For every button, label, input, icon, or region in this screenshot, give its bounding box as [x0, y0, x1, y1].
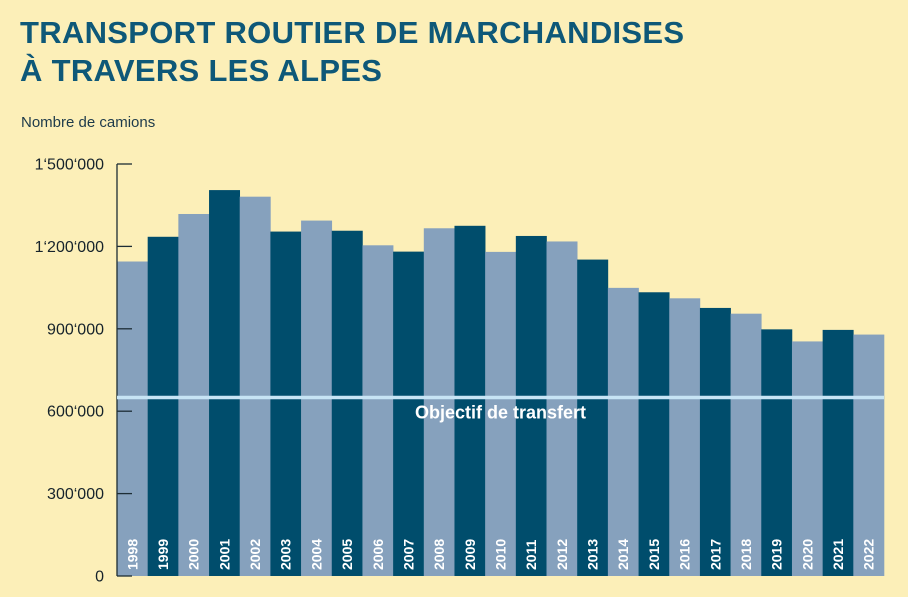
year-label-2004: 2004 — [308, 539, 324, 570]
bar-2019 — [761, 329, 793, 576]
bar-2020 — [791, 341, 823, 576]
bar-2012 — [546, 241, 578, 576]
year-label-2014: 2014 — [615, 539, 631, 570]
bar-2002 — [239, 196, 271, 576]
year-label-2006: 2006 — [370, 539, 386, 570]
bar-2010 — [485, 251, 517, 576]
bar-2006 — [362, 245, 394, 577]
bar-2022 — [853, 334, 885, 576]
year-label-2021: 2021 — [830, 539, 846, 570]
year-label-2010: 2010 — [493, 539, 509, 570]
bar-2003 — [270, 231, 302, 576]
year-label-2016: 2016 — [677, 539, 693, 570]
y-tick-label-300000: 300‘000 — [47, 486, 104, 503]
year-label-2013: 2013 — [585, 539, 601, 570]
bar-2018 — [730, 313, 762, 576]
bar-1998 — [117, 261, 148, 576]
year-label-2019: 2019 — [769, 539, 785, 570]
bar-2000 — [178, 213, 210, 577]
year-label-2005: 2005 — [339, 539, 355, 570]
bar-2009 — [454, 225, 486, 577]
year-label-2003: 2003 — [278, 539, 294, 570]
year-label-2011: 2011 — [523, 539, 539, 570]
chart-title: TRANSPORT ROUTIER DE MARCHANDISES À TRAV… — [20, 14, 684, 90]
year-label-2018: 2018 — [738, 539, 754, 570]
y-tick-label-0: 0 — [95, 569, 104, 586]
year-label-2020: 2020 — [799, 539, 815, 570]
year-label-2012: 2012 — [554, 539, 570, 570]
y-axis-label: Nombre de camions — [21, 114, 156, 131]
bar-1999 — [147, 236, 179, 577]
bar-2017 — [699, 307, 731, 576]
year-label-2009: 2009 — [462, 539, 478, 570]
year-label-2007: 2007 — [400, 539, 416, 570]
year-labels-group: 1998 1999 2000 2001 2002 2003 2004 2005 2006 2007… — [124, 539, 876, 570]
year-label-2001: 2001 — [216, 539, 232, 570]
bar-2014 — [607, 287, 639, 576]
y-tick-label-1200000: 1‘200‘000 — [35, 239, 105, 256]
year-label-1998: 1998 — [124, 539, 140, 570]
y-tick-label-600000: 600‘000 — [47, 404, 104, 421]
bar-2007 — [393, 251, 425, 576]
year-label-2000: 2000 — [186, 539, 202, 570]
bar-2015 — [638, 292, 670, 576]
bar-2001 — [209, 190, 241, 576]
target-group: Objectif de transfert — [117, 395, 884, 422]
year-label-2002: 2002 — [247, 539, 263, 570]
year-label-2008: 2008 — [431, 539, 447, 570]
bars-group — [117, 190, 885, 577]
y-tick-label-1500000: 1‘500‘000 — [35, 157, 105, 174]
year-label-2022: 2022 — [861, 539, 877, 570]
bar-2013 — [577, 259, 609, 576]
chart-title-line-2: À TRAVERS LES ALPES — [20, 53, 383, 88]
year-label-2017: 2017 — [707, 539, 723, 570]
y-axis: 0 300‘000 600‘000 900‘000 1‘200‘000 1‘500‘000 — [35, 157, 132, 586]
bar-2008 — [423, 228, 455, 576]
year-label-2015: 2015 — [646, 539, 662, 570]
bar-2021 — [822, 329, 854, 576]
target-label: Objectif de transfert — [415, 402, 586, 422]
year-label-1999: 1999 — [155, 539, 171, 570]
chart-title-line-1: TRANSPORT ROUTIER DE MARCHANDISES — [20, 15, 685, 50]
y-tick-label-900000: 900‘000 — [47, 321, 104, 338]
bar-2005 — [331, 230, 363, 577]
bar-2016 — [669, 298, 701, 576]
bar-2011 — [515, 235, 547, 576]
